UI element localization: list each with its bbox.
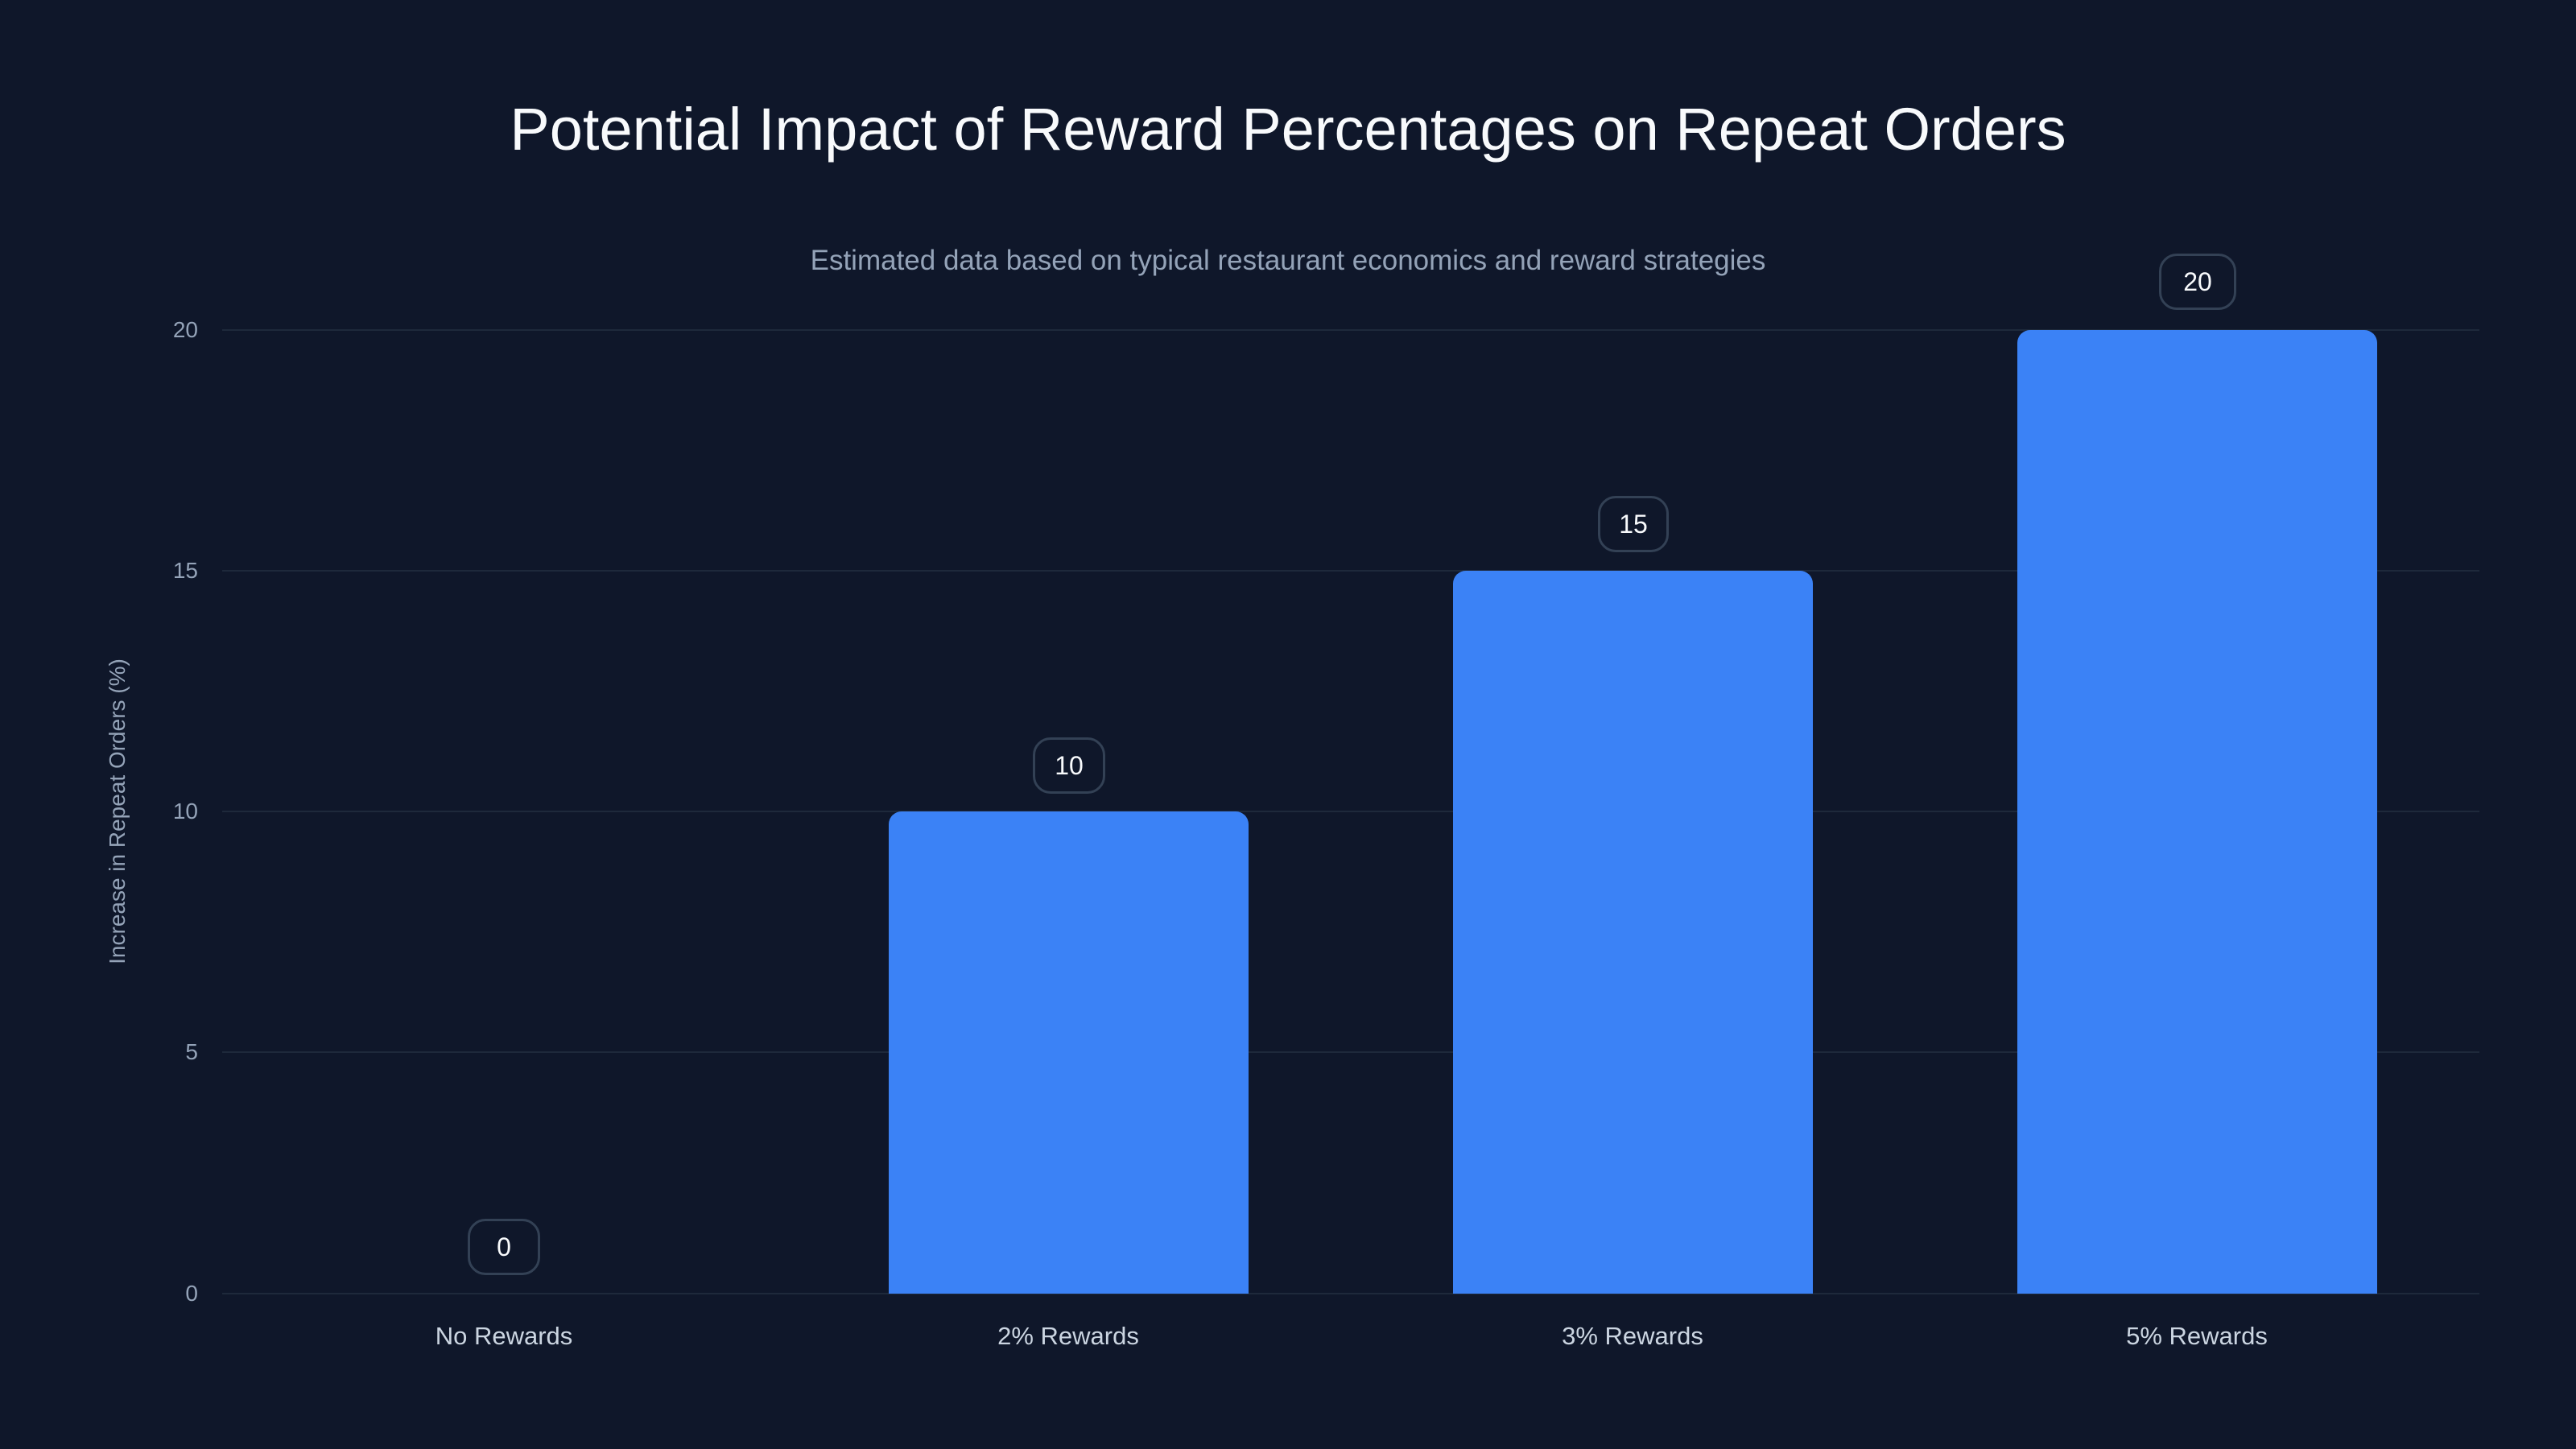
value-label-no-rewards: 0 <box>468 1219 540 1275</box>
gridline-15 <box>222 570 2479 572</box>
x-label-no-rewards: No Rewards <box>435 1322 573 1350</box>
bar-3-percent[interactable] <box>1453 571 1813 1294</box>
y-tick-0: 0 <box>185 1281 198 1306</box>
y-axis-label: Increase in Repeat Orders (%) <box>105 658 130 964</box>
x-label-2-percent: 2% Rewards <box>997 1322 1139 1350</box>
y-tick-20: 20 <box>172 317 198 342</box>
gridline-5 <box>222 1051 2479 1053</box>
value-label-2-percent: 10 <box>1033 737 1105 794</box>
value-label-3-percent: 15 <box>1598 496 1669 552</box>
gridline-0 <box>222 1293 2479 1294</box>
gridline-20 <box>222 329 2479 331</box>
bar-2-percent[interactable] <box>889 811 1249 1294</box>
value-label-5-percent: 20 <box>2159 254 2236 310</box>
x-label-5-percent: 5% Rewards <box>2126 1322 2268 1350</box>
y-tick-15: 15 <box>172 558 198 583</box>
chart-subtitle: Estimated data based on typical restaura… <box>810 245 1766 276</box>
gridline-10 <box>222 811 2479 812</box>
y-tick-5: 5 <box>185 1039 198 1064</box>
chart-title: Potential Impact of Reward Percentages o… <box>510 96 2066 163</box>
y-tick-10: 10 <box>172 799 198 824</box>
bar-5-percent[interactable] <box>2017 330 2377 1294</box>
x-label-3-percent: 3% Rewards <box>1562 1322 1703 1350</box>
